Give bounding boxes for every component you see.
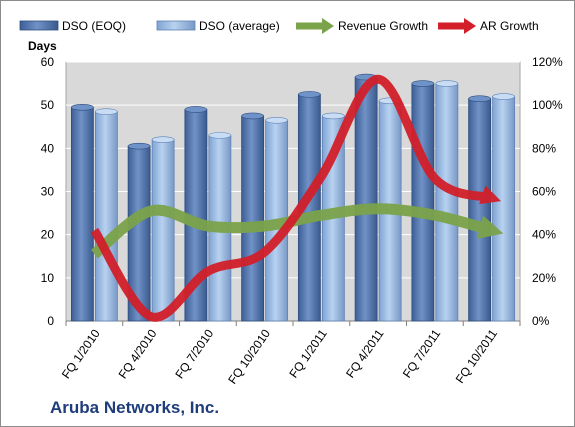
y-tick-label: 50 [41, 98, 55, 112]
legend-revenue-growth-label: Revenue Growth [338, 19, 428, 33]
line-ar-growth [90, 74, 501, 322]
y2-tick-label: 80% [532, 141, 556, 155]
y-tick-label: 0 [47, 314, 54, 328]
x-tick-label: FQ 1/2010 [59, 326, 103, 381]
y-tick-label: 60 [41, 55, 55, 69]
legend-dso-average-label: DSO (average) [199, 19, 280, 33]
x-tick-label: FQ 10/2011 [453, 326, 500, 385]
bar-dso-eoq-top [411, 80, 435, 87]
bar-dso-eoq-top [127, 142, 151, 150]
bar-dso-eoq [411, 83, 435, 322]
bar-dso-eoq [468, 98, 492, 322]
legend-dso-eoq-swatch [19, 20, 59, 31]
x-tick-label: FQ 4/2010 [116, 326, 160, 381]
bar-dso-average-top [265, 116, 288, 124]
bar-dso-average [151, 139, 175, 322]
legend-ar-growth-label: AR Growth [480, 19, 539, 33]
y-tick-label: 20 [41, 228, 55, 242]
bar-dso-eoq-top [184, 106, 208, 113]
y-tick-label: 10 [41, 271, 55, 285]
legend-dso-average-swatch [156, 20, 196, 31]
bar-dso-eoq [354, 76, 378, 322]
bar-dso-eoq-top [71, 104, 94, 111]
y2-tick-label: 20% [532, 271, 556, 285]
x-tick-label: FQ 7/2011 [400, 326, 444, 380]
bar-dso-eoq [70, 106, 94, 322]
x-tick-label: FQ 10/2010 [225, 326, 273, 386]
y2-tick-label: 100% [532, 98, 563, 112]
bar-dso-average-top [435, 80, 459, 87]
bar-dso-eoq-top [241, 112, 264, 120]
legend-ar-growth-arrowhead [464, 18, 476, 34]
bar-dso-average-top [492, 93, 515, 100]
y2-tick-label: 0% [532, 314, 550, 328]
company-name: Aruba Networks, Inc. [50, 398, 220, 417]
bar-dso-average [492, 96, 516, 322]
bar-dso-average-top [322, 112, 345, 120]
bar-dso-average [94, 111, 118, 322]
y-tick-label: 30 [41, 185, 55, 199]
bar-dso-eoq-top [468, 95, 491, 102]
y2-tick-label: 40% [532, 228, 556, 242]
bar-dso-eoq-top [298, 91, 321, 98]
bar-dso-eoq [241, 115, 265, 322]
y2-tick-label: 120% [532, 55, 563, 69]
bar-dso-average [435, 83, 459, 322]
y2-tick-label: 60% [532, 185, 556, 199]
y-axis-label: Days [28, 39, 57, 53]
bar-dso-average-top [95, 108, 118, 115]
x-tick-label: FQ 1/2011 [286, 326, 330, 380]
legend-dso-eoq-label: DSO (EOQ) [62, 19, 126, 33]
bar-dso-average-top [151, 136, 175, 143]
x-tick-label: FQ 7/2010 [172, 326, 216, 381]
x-tick-label: FQ 4/2011 [343, 326, 387, 380]
bar-dso-average-top [208, 132, 232, 139]
legend-revenue-growth-arrowhead [322, 18, 334, 34]
y-tick-label: 40 [41, 141, 55, 155]
